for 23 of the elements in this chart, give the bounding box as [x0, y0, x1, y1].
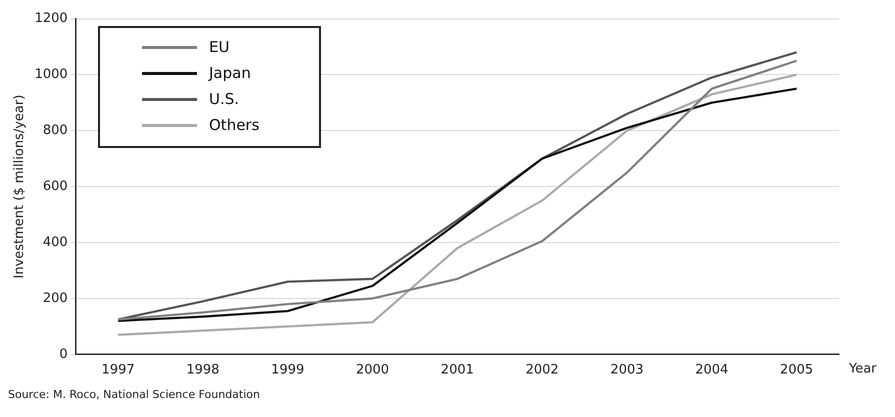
x-tick-label: 1998: [186, 362, 220, 378]
y-axis-title: Investment ($ millions/year): [12, 94, 28, 278]
x-tick-label: 2001: [440, 362, 474, 378]
y-tick-label: 0: [59, 346, 68, 362]
legend-label: Japan: [209, 64, 251, 82]
legend-label: U.S.: [209, 90, 240, 108]
x-tick-label: 2005: [780, 362, 814, 378]
y-tick-label: 400: [42, 234, 68, 250]
y-tick-label: 200: [42, 290, 68, 306]
legend-label: Others: [209, 116, 260, 134]
x-tick-label: 2004: [695, 362, 728, 378]
x-tick-label: 1999: [271, 362, 304, 378]
x-tick-label: 2000: [356, 362, 390, 378]
y-tick-label: 800: [42, 123, 68, 138]
y-tick-label: 1000: [34, 67, 68, 82]
y-tick-label: 600: [42, 178, 68, 194]
source-note: Source: M. Roco, National Science Foundation: [8, 388, 261, 401]
x-axis-title: Year: [848, 361, 878, 376]
x-tick-label: 1997: [102, 362, 135, 378]
y-tick-label: 1200: [34, 11, 68, 26]
legend-label: EU: [209, 38, 230, 56]
x-tick-label: 2003: [610, 362, 644, 378]
x-tick-label: 2002: [526, 362, 559, 378]
